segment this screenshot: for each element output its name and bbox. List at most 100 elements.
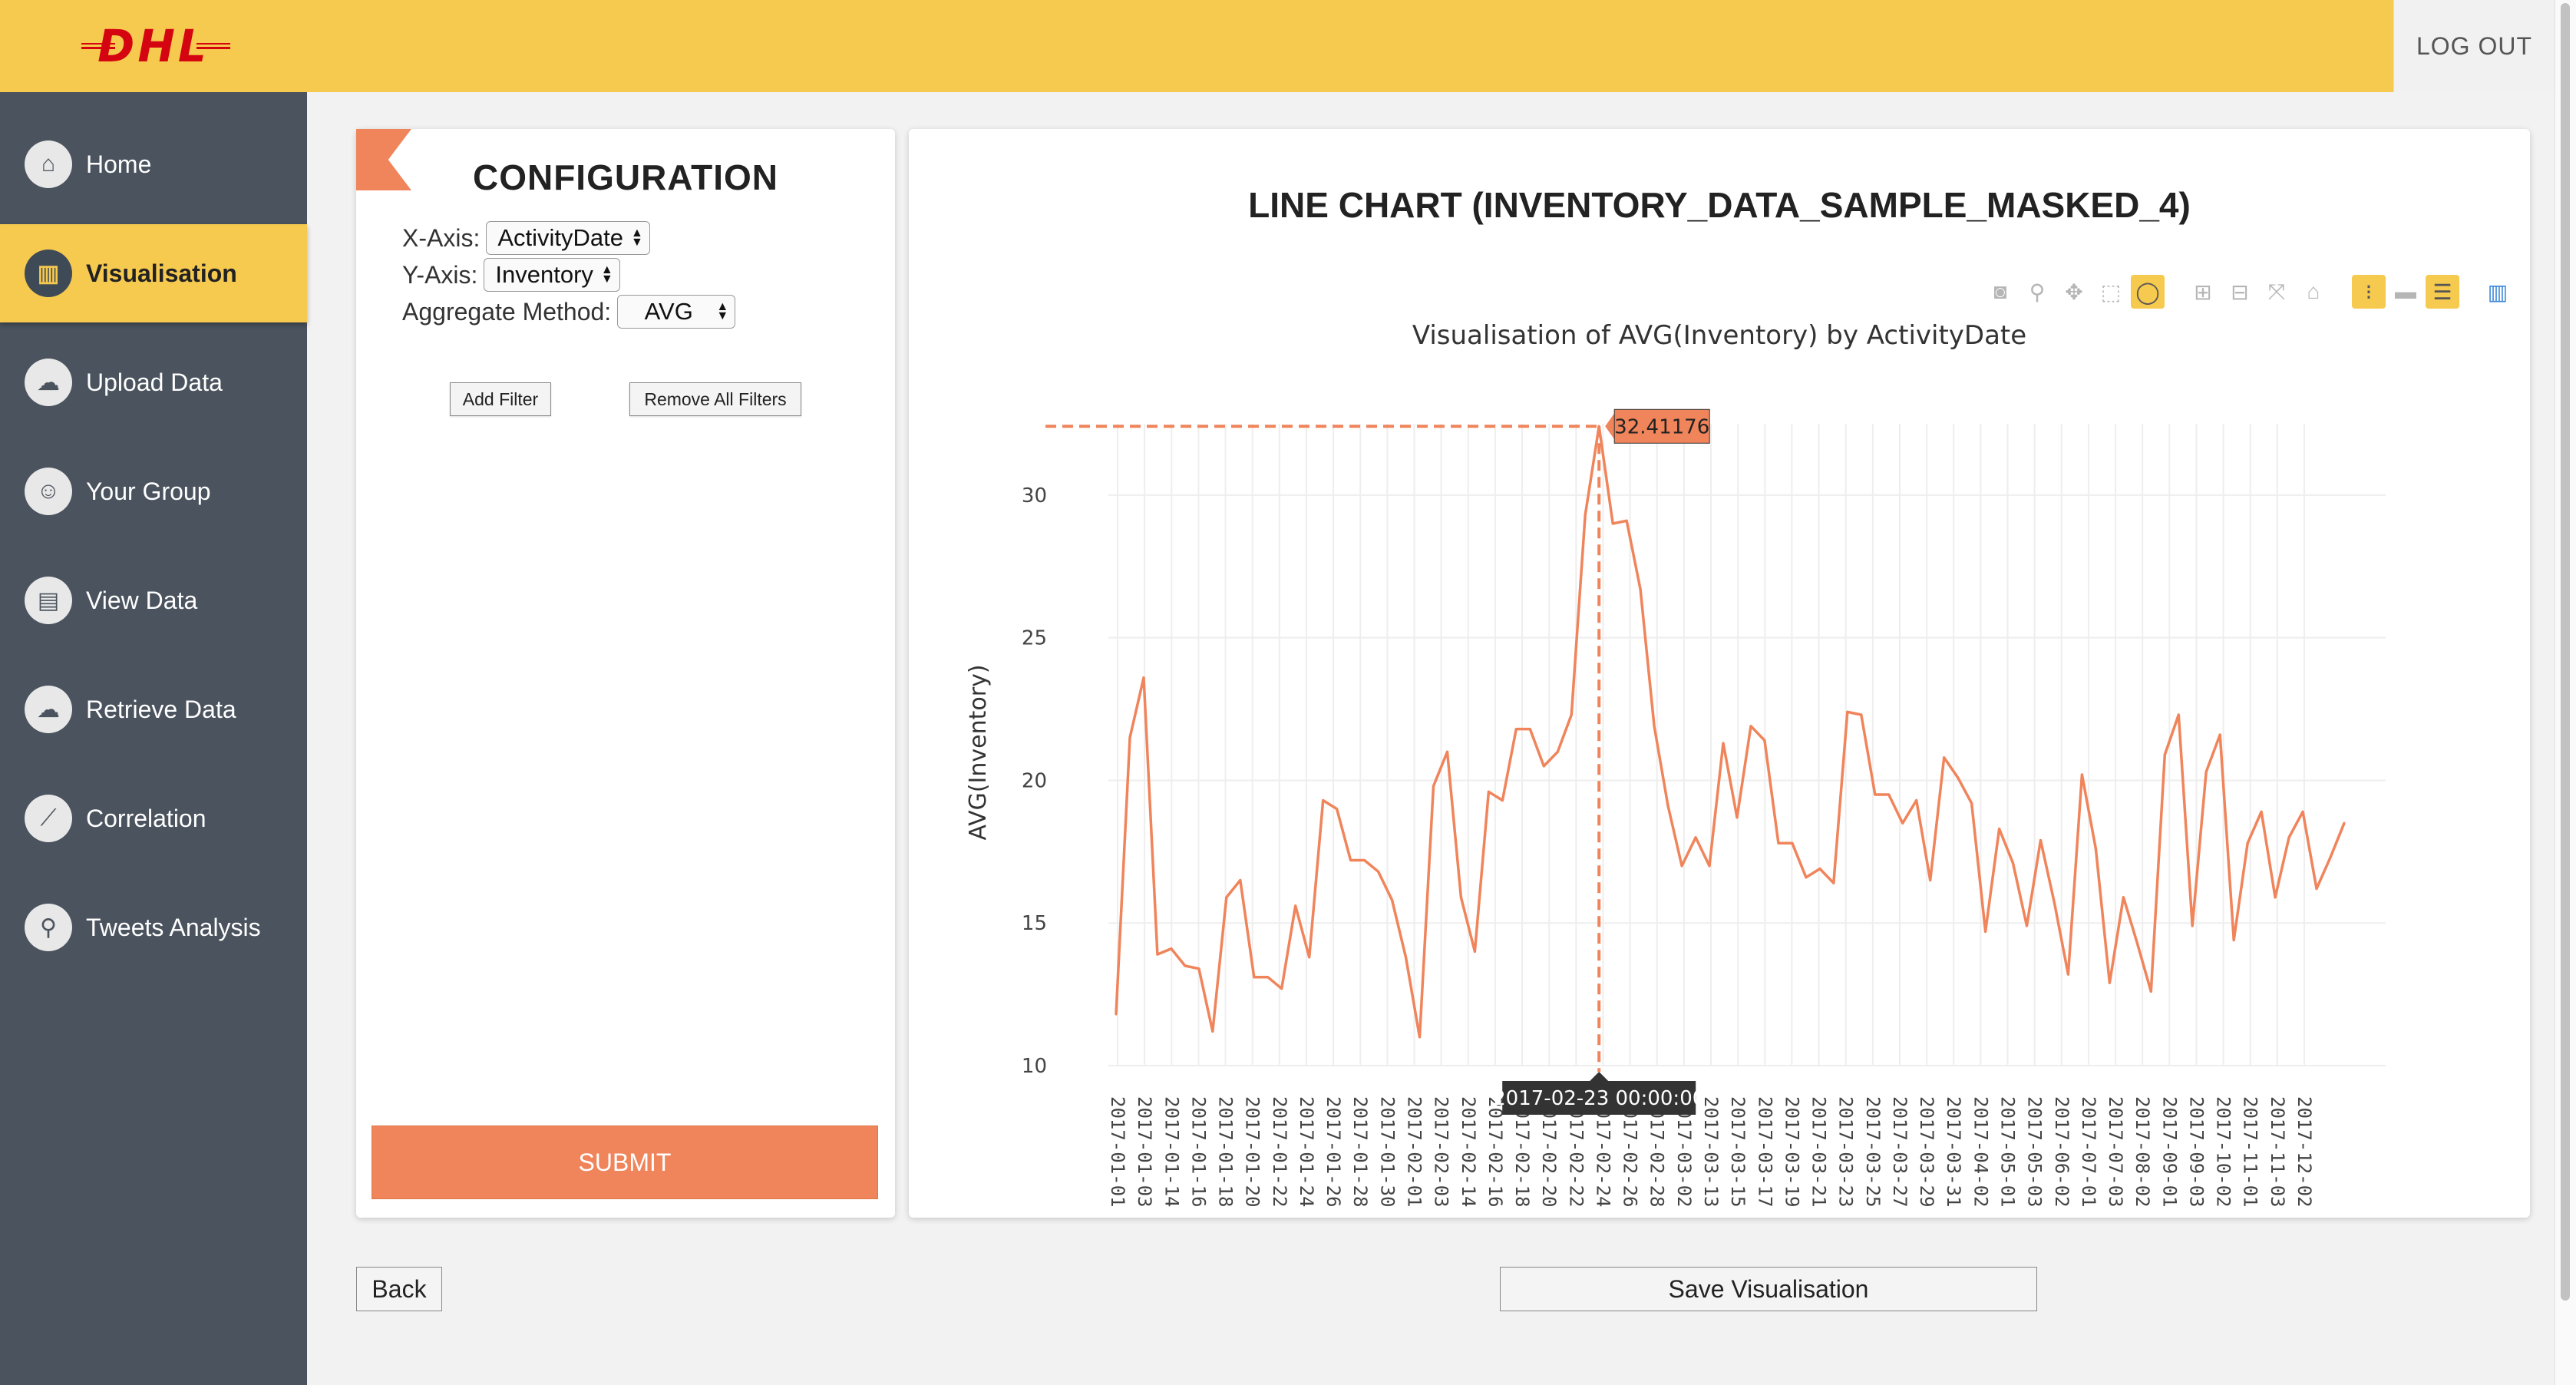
back-button[interactable]: Back	[356, 1267, 442, 1311]
zoom-out-icon[interactable]: ⊟	[2231, 279, 2249, 304]
data-point	[1777, 841, 1780, 845]
y-axis-title: AVG(Inventory)	[965, 664, 992, 840]
autoscale-icon[interactable]: ⤧	[2267, 279, 2286, 303]
sidebar-item-tweets-analysis[interactable]: ⚲ Tweets Analysis	[0, 878, 307, 977]
zoom-in-icon[interactable]: ⊞	[2194, 279, 2212, 304]
aggregate-select[interactable]: AVG ▲ ▼	[617, 295, 736, 329]
sidebar-item-your-group[interactable]: ☺ Your Group	[0, 442, 307, 540]
x-axis-row: X-Axis: ActivityDate ▲ ▼	[402, 221, 650, 255]
data-point	[1528, 728, 1531, 731]
sidebar-item-view-data[interactable]: ▤ View Data	[0, 551, 307, 650]
x-tick-label: 2017-03-21	[1808, 1096, 1830, 1208]
pan-icon[interactable]: ✥	[2065, 279, 2083, 304]
plotly-logo-icon[interactable]: ▥	[2487, 279, 2508, 304]
sidebar-item-correlation[interactable]: ⟋ Correlation	[0, 769, 307, 868]
data-point	[2232, 939, 2235, 942]
x-tick-label: 2017-03-29	[1916, 1096, 1937, 1208]
dhl-logo[interactable]: DHL	[0, 0, 307, 92]
x-tick-label: 2017-10-02	[2213, 1096, 2234, 1208]
submit-button[interactable]: SUBMIT	[372, 1126, 878, 1199]
data-point	[1308, 956, 1311, 959]
sidebar-item-label: Upload Data	[86, 368, 223, 396]
data-point	[1901, 821, 1904, 825]
line-chart-svg[interactable]: Visualisation of AVG(Inventory) by Activ…	[909, 129, 2530, 1218]
x-tick-label: 2017-09-01	[2158, 1096, 2180, 1208]
select-arrows-icon: ▲ ▼	[716, 300, 729, 322]
data-point	[1418, 1036, 1422, 1039]
data-point	[1514, 728, 1518, 731]
zoom-icon[interactable]: ⚲	[2029, 279, 2046, 304]
data-point	[2246, 841, 2249, 845]
save-visualisation-button[interactable]: Save Visualisation	[1500, 1267, 2037, 1311]
sidebar-item-label: Tweets Analysis	[86, 913, 261, 941]
remove-all-filters-button[interactable]: Remove All Filters	[629, 382, 801, 416]
sidebar-item-retrieve-data[interactable]: ☁ Retrieve Data	[0, 660, 307, 759]
data-point	[1791, 841, 1794, 845]
data-point	[1197, 967, 1200, 970]
x-tick-label: 2017-03-15	[1727, 1096, 1749, 1208]
config-title: CONFIGURATION	[472, 157, 778, 197]
data-point	[1128, 736, 1131, 739]
x-tick-label: 2017-02-24	[1592, 1096, 1613, 1208]
logo-text: DHL	[97, 20, 210, 72]
hover-y-pointer	[1605, 411, 1617, 442]
spike-lines-icon[interactable]: ⁝	[2352, 275, 2386, 309]
data-point	[2260, 810, 2263, 813]
data-point	[1874, 793, 1877, 796]
data-point	[2108, 981, 2111, 984]
page-scrollbar-thumb[interactable]	[2561, 3, 2570, 1301]
data-point	[1432, 785, 1435, 788]
select-arrows-icon: ▲ ▼	[600, 263, 613, 286]
data-point	[2287, 836, 2290, 839]
x-tick-label: 2017-03-31	[1943, 1096, 1964, 1208]
sidebar-item-upload-data[interactable]: ☁ Upload Data	[0, 333, 307, 431]
data-point	[1735, 816, 1739, 819]
camera-icon[interactable]: ◙	[1993, 279, 2007, 303]
x-axis-select[interactable]: ActivityDate ▲ ▼	[486, 221, 650, 255]
data-point	[1611, 522, 1614, 525]
add-filter-button[interactable]: Add Filter	[450, 382, 551, 416]
x-axis-value: ActivityDate	[497, 224, 624, 251]
data-point	[1115, 1013, 1118, 1016]
data-point	[1473, 950, 1476, 953]
select-arrows-icon: ▲ ▼	[631, 226, 643, 249]
data-point	[1349, 858, 1352, 861]
hover-closest-icon[interactable]: ▬	[2395, 279, 2416, 303]
box-select-icon[interactable]: ⬚	[2100, 279, 2122, 304]
data-point	[1556, 750, 1559, 753]
data-point	[1239, 878, 1242, 881]
hover-x-pointer	[1588, 1072, 1610, 1083]
data-point	[1570, 713, 1573, 716]
data-point	[1860, 713, 1863, 716]
data-point	[2177, 713, 2180, 716]
data-point	[2135, 941, 2138, 944]
y-tick-label: 25	[1022, 627, 1047, 650]
data-point	[1542, 765, 1545, 768]
y-tick-label: 15	[1022, 912, 1047, 935]
x-tick-label: 2017-03-19	[1781, 1096, 1802, 1208]
x-tick-label: 2017-09-03	[2185, 1096, 2207, 1208]
data-point	[1970, 802, 1973, 805]
data-point	[2066, 973, 2069, 976]
data-point	[1363, 858, 1366, 861]
group-icon: ☺	[25, 468, 72, 515]
aggregate-label: Aggregate Method:	[402, 297, 612, 326]
data-point	[2094, 848, 2097, 851]
data-point	[2012, 861, 2015, 864]
data-point	[1377, 870, 1380, 873]
reset-axes-icon[interactable]: ⌂	[2307, 279, 2320, 303]
sidebar-item-label: Home	[86, 150, 152, 178]
sidebar-item-visualisation[interactable]: ▥ Visualisation	[0, 224, 307, 322]
y-axis-label: Y-Axis:	[402, 260, 478, 289]
logout-button[interactable]: LOG OUT	[2393, 0, 2555, 92]
y-axis-select[interactable]: Inventory ▲ ▼	[484, 258, 620, 292]
data-point	[2039, 838, 2042, 841]
sidebar-item-home[interactable]: ⌂ Home	[0, 115, 307, 213]
lasso-select-icon[interactable]: ◯	[2131, 275, 2165, 309]
y-axis-row: Y-Axis: Inventory ▲ ▼	[402, 258, 620, 292]
logo-stripes-right	[197, 43, 230, 49]
bar-chart-icon: ▥	[25, 250, 72, 297]
cloud-download-icon: ☁	[25, 686, 72, 733]
hover-compare-icon[interactable]: ☰	[2426, 275, 2459, 309]
x-tick-label: 2017-01-24	[1296, 1096, 1317, 1208]
